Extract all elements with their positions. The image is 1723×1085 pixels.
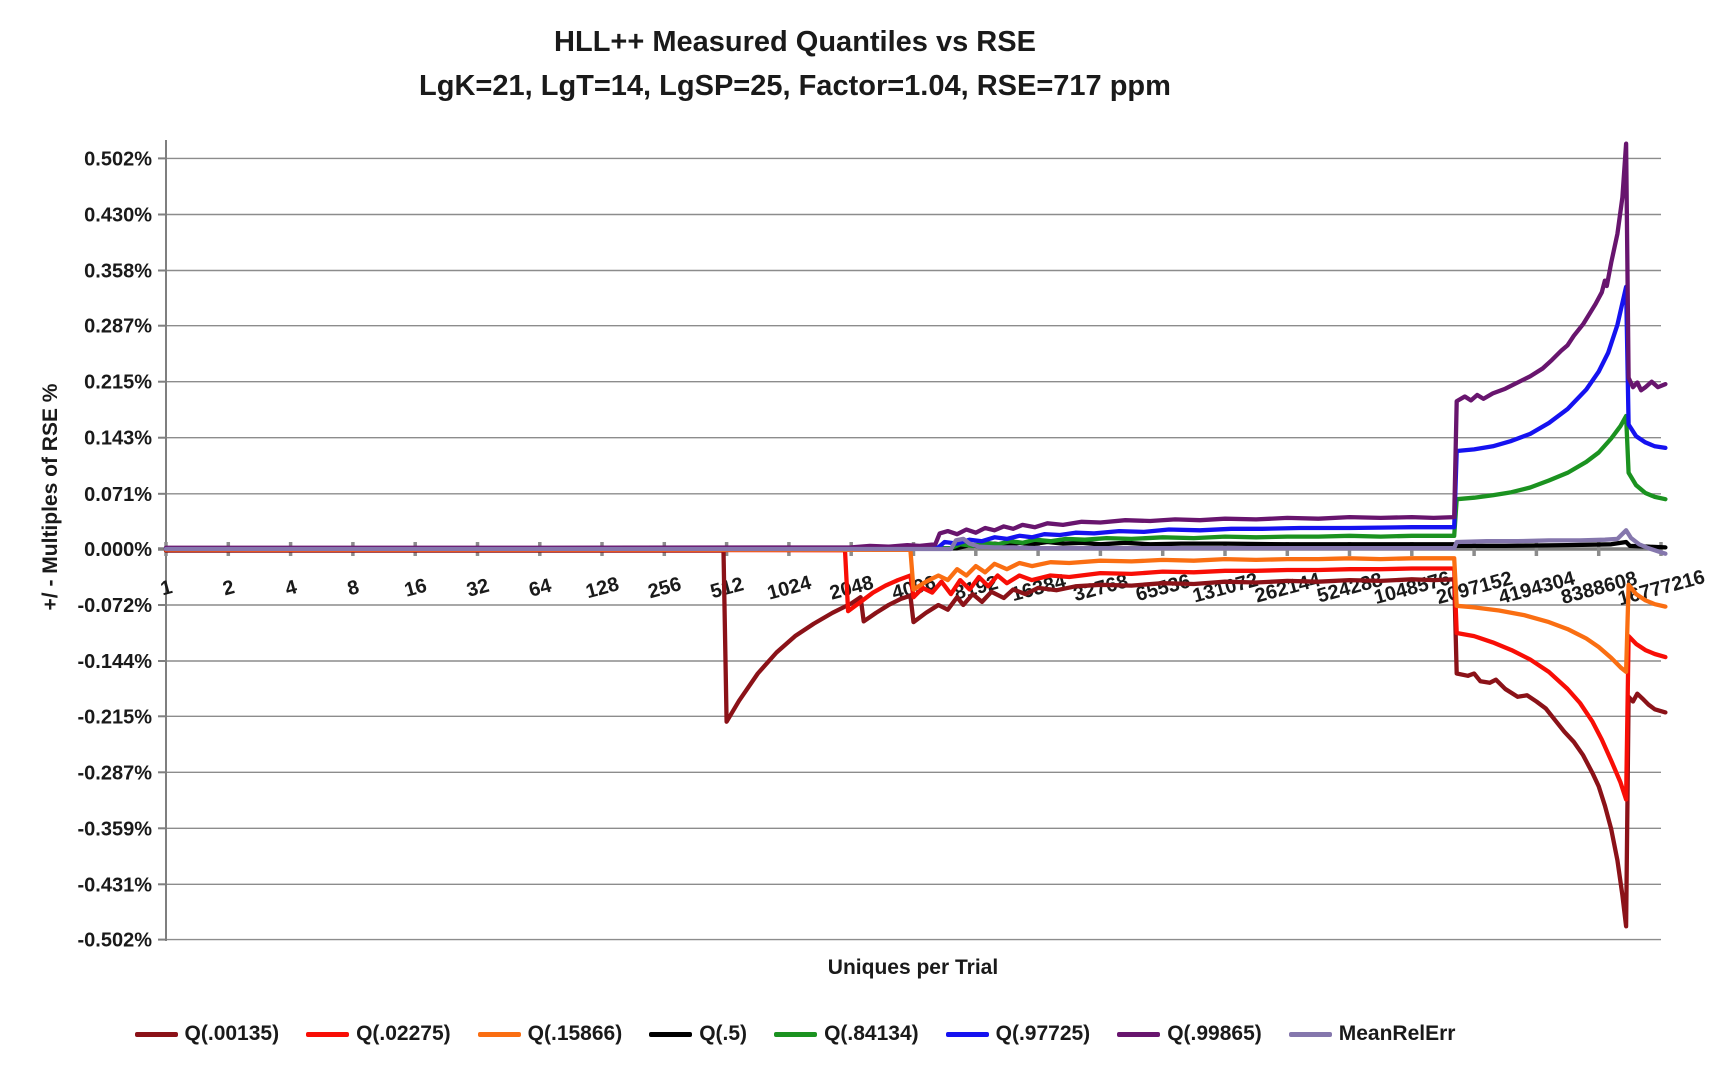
legend-item-q-02275: Q(.02275) xyxy=(306,1022,451,1046)
x-tick-label: 1 xyxy=(158,576,174,600)
x-tick-label: 2 xyxy=(221,576,237,600)
y-tick-label: -0.287% xyxy=(78,762,153,784)
x-tick-label: 65536 xyxy=(1133,570,1192,606)
x-tick-label: 1024 xyxy=(765,572,815,605)
y-tick-label: 0.215% xyxy=(84,372,152,394)
legend-swatch-icon xyxy=(1288,1031,1332,1037)
chart-subtitle: LgK=21, LgT=14, LgSP=25, Factor=1.04, RS… xyxy=(419,70,1171,102)
y-tick-label: -0.072% xyxy=(78,595,153,617)
legend-label: MeanRelErr xyxy=(1338,1022,1456,1045)
y-tick-label: 0.502% xyxy=(84,148,152,170)
legend-label: Q(.84134) xyxy=(824,1022,919,1045)
series-line-meanrelerr xyxy=(163,528,1668,556)
x-tick-label: 131072 xyxy=(1190,569,1260,608)
legend-label: Q(.5) xyxy=(699,1022,748,1045)
series-line-q-99865 xyxy=(163,141,1668,550)
series-line-q-97725 xyxy=(163,284,1668,551)
y-tick-label: 0.071% xyxy=(84,484,152,506)
legend-swatch-icon xyxy=(477,1031,521,1037)
x-tick-label: 32 xyxy=(464,575,491,602)
y-tick-label: 0.430% xyxy=(84,205,152,227)
legend-swatch-icon xyxy=(774,1031,818,1037)
legend-label: Q(.15866) xyxy=(527,1022,623,1045)
y-tick-label: 0.143% xyxy=(84,428,152,450)
legend-swatch-icon xyxy=(134,1031,178,1037)
chart-legend: Q(.00135) Q(.02275) Q(.15866) Q(.5) Q(.84134… xyxy=(0,1022,1590,1046)
x-tick-label: 128 xyxy=(583,573,621,603)
y-tick-label: 0.000% xyxy=(84,539,152,561)
legend-swatch-icon xyxy=(945,1031,989,1037)
chart-title-block: HLL++ Measured Quantiles vs RSE LgK=21, … xyxy=(0,20,1590,108)
x-axis-title: Uniques per Trial xyxy=(827,956,999,979)
x-tick-label: 64 xyxy=(527,574,555,601)
x-tick-label: 8 xyxy=(345,576,361,600)
series-line-q-00135 xyxy=(163,548,1668,929)
legend-label: Q(.97725) xyxy=(995,1022,1091,1045)
legend-swatch-icon xyxy=(1117,1031,1161,1037)
legend-item-q-00135: Q(.00135) xyxy=(134,1022,280,1046)
series-line-q-15866 xyxy=(163,547,1668,675)
x-tick-label: 512 xyxy=(708,573,746,603)
legend-label: Q(.00135) xyxy=(184,1022,280,1045)
legend-label: Q(.99865) xyxy=(1167,1022,1262,1045)
y-tick-label: -0.502% xyxy=(78,930,153,952)
legend-item-q-99865: Q(.99865) xyxy=(1117,1022,1262,1046)
x-tick-label: 262144 xyxy=(1253,569,1324,608)
series-line-q-84134 xyxy=(163,413,1668,551)
x-tick-label: 4 xyxy=(283,576,300,600)
y-tick-label: -0.359% xyxy=(78,818,153,840)
legend-swatch-icon xyxy=(306,1031,350,1037)
y-tick-label: -0.215% xyxy=(78,706,153,728)
y-tick-label: 0.287% xyxy=(84,316,152,338)
series-line-q-02275 xyxy=(163,547,1668,802)
y-tick-label: -0.431% xyxy=(78,874,153,896)
legend-item-q-97725: Q(.97725) xyxy=(945,1022,1091,1046)
x-tick-label: 2048 xyxy=(827,572,876,605)
x-tick-label: 16 xyxy=(402,575,429,602)
legend-item-q-84134: Q(.84134) xyxy=(774,1022,919,1046)
y-tick-label: 0.358% xyxy=(84,261,152,283)
legend-item-q-15866: Q(.15866) xyxy=(477,1022,623,1046)
legend-swatch-icon xyxy=(649,1031,693,1037)
x-tick-label: 256 xyxy=(646,573,684,603)
legend-label: Q(.02275) xyxy=(356,1022,451,1045)
y-tick-label: -0.144% xyxy=(78,651,153,673)
legend-item-q-5: Q(.5) xyxy=(649,1022,747,1046)
legend-item-meanrelerr: MeanRelErr xyxy=(1288,1022,1456,1046)
chart-title: HLL++ Measured Quantiles vs RSE xyxy=(554,26,1036,58)
